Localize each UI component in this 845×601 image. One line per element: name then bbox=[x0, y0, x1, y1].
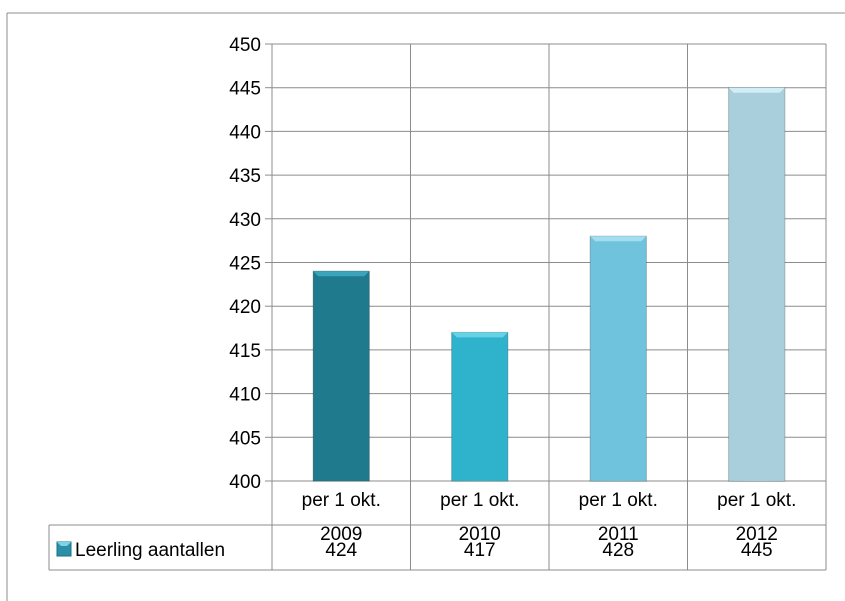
y-axis-ticks: 400 405 410 415 420 425 430 435 440 445 450 bbox=[229, 35, 261, 493]
y-tick-label: 450 bbox=[229, 35, 261, 56]
x-tick-label: 2012 bbox=[736, 524, 778, 545]
bar-bevel bbox=[728, 87, 785, 93]
y-tick-label: 415 bbox=[229, 341, 261, 362]
table-value: 424 bbox=[325, 540, 357, 561]
table-value: 445 bbox=[741, 540, 773, 561]
data-table: 424 417 428 445 Leerling aantallen bbox=[48, 524, 826, 571]
bar-bevel bbox=[451, 332, 508, 338]
y-tick-label: 440 bbox=[229, 122, 261, 143]
x-tick-label: per 1 okt. bbox=[440, 490, 519, 511]
y-tick-label: 420 bbox=[229, 297, 261, 318]
bar-shading bbox=[590, 236, 647, 481]
x-tick-label: 2011 bbox=[598, 524, 639, 545]
y-tick-label: 430 bbox=[229, 210, 261, 231]
y-tick-label: 405 bbox=[229, 428, 261, 449]
bar-shading bbox=[451, 332, 508, 481]
bar-bevel bbox=[590, 236, 647, 242]
x-tick-label: per 1 okt. bbox=[579, 490, 658, 511]
x-tick-label: per 1 okt. bbox=[302, 490, 381, 511]
bar-bevel bbox=[313, 271, 370, 277]
bars-group bbox=[312, 87, 786, 482]
table-value: 428 bbox=[602, 540, 634, 561]
x-axis-labels: per 1 okt. 2009 per 1 okt. 2010 per 1 okt. 20… bbox=[302, 490, 797, 545]
y-tick-label: 400 bbox=[229, 472, 261, 493]
legend-label: Leerling aantallen bbox=[75, 540, 225, 561]
bar-shading bbox=[728, 87, 785, 481]
y-tick-label: 425 bbox=[229, 254, 261, 275]
x-tick-label: 2010 bbox=[459, 524, 501, 545]
y-tick-label: 445 bbox=[229, 79, 261, 100]
legend-key-bevel bbox=[57, 542, 71, 546]
x-tick-label: per 1 okt. bbox=[717, 490, 796, 511]
y-tick-label: 410 bbox=[229, 385, 261, 406]
table-value: 417 bbox=[464, 540, 496, 561]
y-tick-label: 435 bbox=[229, 166, 261, 187]
bar-shading bbox=[313, 271, 370, 481]
x-tick-label: 2009 bbox=[320, 524, 362, 545]
